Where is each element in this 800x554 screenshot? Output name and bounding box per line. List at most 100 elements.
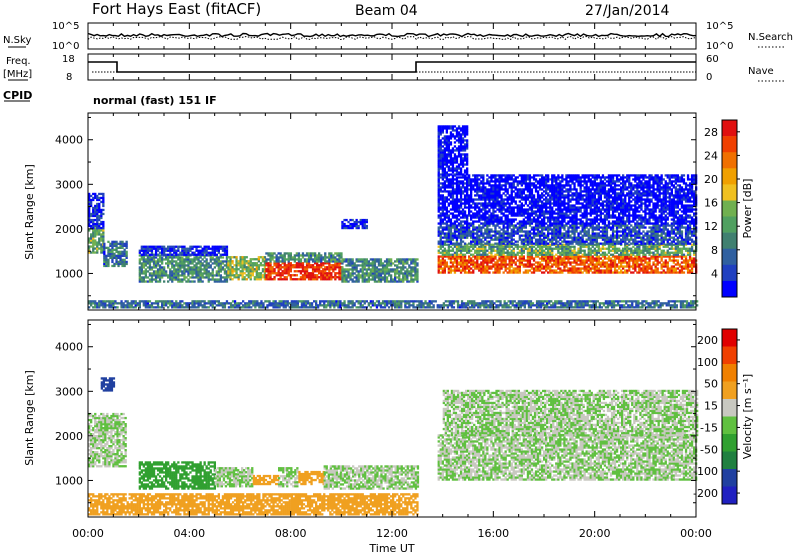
power-cell	[684, 265, 688, 268]
power-cell	[451, 174, 455, 177]
power-cell	[654, 238, 657, 241]
power-cell	[644, 265, 647, 268]
power-cell	[181, 258, 184, 261]
power-cell	[447, 194, 450, 197]
power-cell	[439, 226, 442, 229]
power-cell	[171, 264, 174, 267]
power-cell	[115, 240, 118, 243]
power-cell	[532, 232, 536, 235]
power-cell	[263, 268, 267, 271]
power-cell	[88, 241, 91, 244]
power-cell	[484, 218, 487, 221]
power-cell	[609, 259, 613, 262]
power-cell	[603, 232, 607, 235]
power-cell	[459, 245, 463, 248]
power-cell	[547, 249, 550, 252]
power-cell	[167, 249, 170, 252]
power-cell	[229, 258, 232, 261]
power-cell	[390, 280, 393, 283]
power-cell	[102, 224, 105, 228]
power-cell	[490, 234, 493, 237]
power-cell	[461, 198, 465, 201]
power-cell	[257, 258, 260, 261]
power-cell	[385, 262, 389, 265]
power-cell	[541, 259, 544, 262]
power-cell	[693, 230, 696, 233]
power-cell	[680, 251, 684, 254]
power-cell	[693, 226, 696, 229]
power-cell	[480, 180, 483, 183]
power-cell	[171, 280, 174, 283]
power-cell	[563, 226, 566, 229]
power-cell	[441, 176, 444, 179]
power-cell	[577, 238, 580, 241]
power-cell	[536, 228, 540, 231]
power-cell	[620, 242, 623, 245]
power-cell	[553, 236, 556, 239]
power-cell	[577, 236, 580, 239]
power-cell	[642, 242, 645, 245]
power-cell	[549, 261, 552, 264]
power-cell	[541, 255, 544, 258]
power-cell	[482, 263, 485, 266]
power-cell	[626, 228, 629, 231]
power-cell	[541, 247, 544, 250]
power-cell	[518, 236, 521, 239]
power-cell	[297, 256, 301, 259]
power-cell	[506, 236, 509, 239]
power-cell	[187, 256, 190, 259]
power-cell	[622, 230, 625, 233]
power-cell	[664, 238, 667, 241]
power-cell	[563, 238, 566, 241]
power-cell	[662, 245, 665, 248]
power-cell	[508, 236, 511, 239]
power-cell	[573, 267, 576, 270]
power-cell	[347, 276, 350, 279]
power-cell	[624, 245, 627, 248]
power-cell	[472, 178, 475, 181]
power-cell	[305, 254, 309, 257]
power-cell	[547, 261, 550, 264]
power-cell	[445, 178, 448, 181]
power-cell	[601, 261, 605, 264]
power-cell	[630, 253, 633, 256]
power-cell	[660, 230, 663, 233]
power-cell	[197, 256, 200, 259]
power-cell	[472, 234, 475, 237]
power-cell	[603, 236, 607, 239]
power-cell	[379, 276, 383, 279]
power-cell	[628, 263, 631, 266]
power-cell	[557, 247, 560, 250]
power-cell	[341, 266, 344, 269]
power-cell	[209, 260, 212, 263]
power-cell	[628, 257, 631, 260]
power-cell	[367, 268, 370, 271]
power-cell	[518, 263, 521, 266]
power-cell	[648, 234, 651, 237]
power-cell	[480, 190, 483, 193]
power-cell	[338, 258, 341, 261]
power-cell	[183, 249, 186, 252]
power-cell	[92, 214, 95, 218]
power-cell	[301, 276, 305, 279]
power-cell	[437, 255, 440, 258]
power-cell	[173, 272, 176, 275]
power-cell	[400, 272, 403, 275]
power-cell	[154, 274, 158, 277]
power-cell	[668, 253, 671, 256]
power-cell	[455, 249, 459, 252]
power-cell	[449, 259, 453, 262]
power-cell	[447, 218, 450, 221]
power-cell	[530, 226, 534, 229]
power-cell	[567, 247, 570, 250]
power-cell	[551, 238, 554, 241]
power-cell	[468, 257, 471, 260]
power-cell	[468, 226, 471, 229]
power-cell	[650, 236, 653, 239]
power-cell	[316, 278, 319, 281]
power-cell	[111, 256, 114, 259]
power-cell	[171, 278, 174, 281]
power-cell	[463, 255, 467, 258]
power-cell	[123, 244, 126, 247]
power-cell	[320, 254, 323, 257]
